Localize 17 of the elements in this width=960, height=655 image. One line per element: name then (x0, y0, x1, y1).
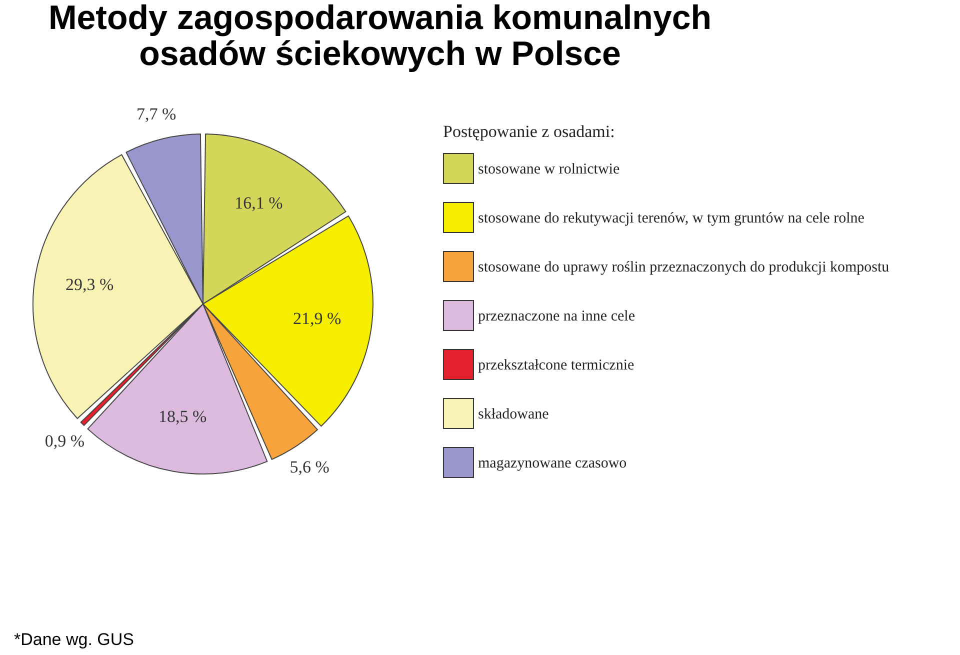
legend-label: składowane (478, 406, 550, 422)
legend-label: przeznaczone na inne cele (478, 308, 636, 324)
legend-label: stosowane do uprawy roślin przeznaczonych do produkcji kompostu (478, 260, 890, 276)
data-label: 7,7 % (136, 104, 176, 124)
legend-title: Postępowanie z osadami: (443, 122, 615, 141)
data-label: 0,9 % (44, 431, 85, 450)
text: *Dane wg. GUS (14, 630, 134, 650)
legend-label: magazynowane czasowo (478, 456, 627, 472)
legend-label: stosowane w rolnictwie (478, 162, 620, 178)
data-label: 29,3 % (66, 274, 114, 294)
data-label: 21,9 % (292, 308, 342, 328)
data-label: 16,1 % (234, 193, 283, 212)
data-label: 5,6 % (290, 457, 330, 476)
legend-label: przekształcone termicznie (478, 358, 634, 374)
data-label: 18,5 % (158, 407, 207, 426)
chart-title: Metody zagospodarowania komunalnych osadów ściekowych w Polsce (47, 0, 713, 73)
legend-label: stosowane do rekutywacji terenów, w tym gruntów na cele rolne (478, 210, 865, 226)
